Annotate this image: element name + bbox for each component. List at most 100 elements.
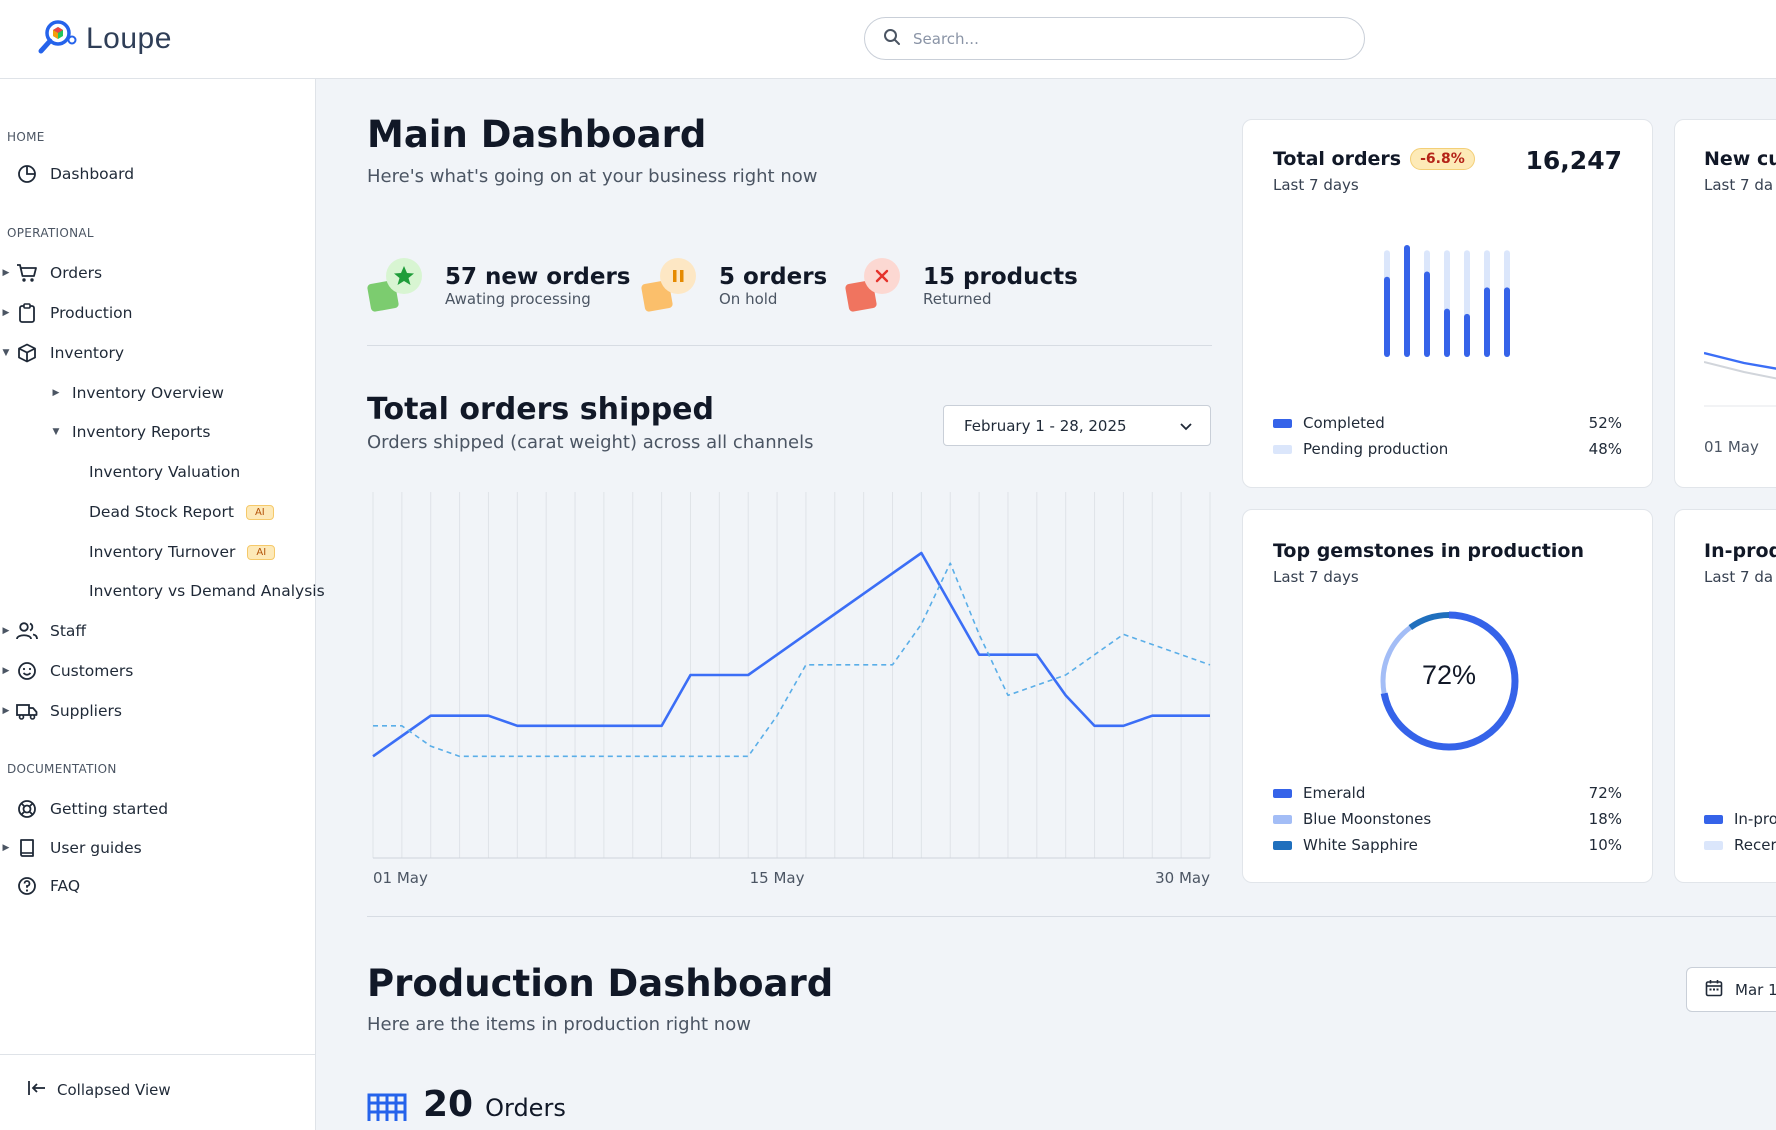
- sidebar-item-label: Inventory Overview: [72, 384, 224, 402]
- production-date-button[interactable]: Mar 1: [1686, 967, 1776, 1012]
- stat-label: On hold: [719, 290, 778, 308]
- sidebar-item-suppliers[interactable]: ▶ Suppliers: [0, 696, 122, 726]
- sidebar-footer: [0, 1054, 316, 1130]
- gemstones-donut-chart: [1379, 611, 1519, 751]
- collapsed-view-button[interactable]: Collapsed View: [27, 1080, 171, 1100]
- legend-item-recent: Recer: [1704, 836, 1776, 854]
- orders-label: Orders: [485, 1094, 566, 1122]
- stat-new-orders[interactable]: 57 new orders Awating processing: [367, 256, 630, 316]
- sidebar-item-label: FAQ: [50, 877, 81, 895]
- legend-label: Pending production: [1303, 440, 1449, 458]
- search-box[interactable]: [864, 17, 1365, 60]
- change-badge: -6.8%: [1410, 148, 1475, 170]
- sidebar-item-label: Inventory Reports: [72, 423, 211, 441]
- date-range-value: February 1 - 28, 2025: [964, 416, 1127, 435]
- date-range-select[interactable]: February 1 - 28, 2025: [943, 405, 1211, 446]
- card-title: Total orders: [1273, 148, 1402, 170]
- app-logo[interactable]: Loupe: [36, 18, 172, 60]
- sidebar-item-label: Getting started: [50, 800, 169, 818]
- card-title: Top gemstones in production: [1273, 540, 1585, 562]
- caret-right-icon: ▶: [2, 268, 10, 278]
- card-title: New cu: [1704, 148, 1776, 170]
- chevron-down-icon: [1180, 417, 1192, 435]
- sidebar-item-label: Dashboard: [50, 165, 135, 183]
- sidebar-item-label: Production: [50, 304, 133, 322]
- sidebar-item-user-guides[interactable]: ▶ User guides: [0, 833, 142, 863]
- caret-right-icon: ▶: [52, 388, 60, 398]
- cart-icon: [16, 262, 38, 284]
- stat-on-hold[interactable]: 5 orders On hold: [641, 256, 827, 316]
- sidebar-item-label: Staff: [50, 622, 87, 640]
- series-line-1: [372, 551, 1210, 758]
- top-gemstones-card[interactable]: Top gemstones in production Last 7 days …: [1242, 509, 1653, 883]
- ai-badge: AI: [247, 544, 276, 560]
- orders-count: 20: [423, 1084, 474, 1125]
- total-orders-value: 16,247: [1525, 146, 1622, 175]
- stat-returned[interactable]: 15 products Returned: [845, 256, 1078, 316]
- sidebar-item-inventory[interactable]: ▼ Inventory: [0, 338, 124, 368]
- sidebar-item-label: Inventory Turnover: [89, 543, 236, 561]
- sidebar-item-label: Inventory Valuation: [89, 463, 241, 481]
- calendar-icon: [1705, 979, 1723, 1001]
- sidebar-item-inventory-valuation[interactable]: Inventory Valuation: [89, 457, 240, 487]
- total-orders-card[interactable]: Total orders -6.8% 16,247 Last 7 days Co…: [1242, 119, 1653, 488]
- sidebar-item-label: Suppliers: [50, 702, 122, 720]
- legend-label: Emerald: [1303, 784, 1366, 802]
- smiley-icon: [16, 660, 38, 682]
- in-production-card[interactable]: In-prod Last 7 da In-pro Recer: [1674, 509, 1776, 883]
- caret-right-icon: ▶: [2, 706, 10, 716]
- legend-item-white-sapphire: White Sapphire 10%: [1273, 836, 1622, 854]
- truck-icon: [16, 700, 38, 722]
- page-subtitle: Here's what's going on at your business …: [367, 166, 818, 187]
- caret-down-icon: ▼: [52, 427, 60, 437]
- shipped-chart-subtitle: Orders shipped (carat weight) across all…: [367, 432, 814, 453]
- legend-swatch: [1273, 840, 1292, 850]
- lifebuoy-icon: [16, 798, 38, 820]
- sidebar-item-inventory-vs-demand[interactable]: Inventory vs Demand Analysis: [89, 576, 325, 606]
- section-label-operational: OPERATIONAL: [7, 226, 94, 240]
- legend-label: Recer: [1734, 836, 1776, 854]
- sidebar-item-inventory-turnover[interactable]: Inventory Turnover AI: [89, 537, 276, 567]
- sidebar-item-staff[interactable]: ▶ Staff: [0, 616, 87, 646]
- legend-item-blue-moonstones: Blue Moonstones 18%: [1273, 810, 1622, 828]
- card-title: In-prod: [1704, 540, 1776, 562]
- question-circle-icon: [16, 875, 38, 897]
- pause-icon: [641, 256, 701, 316]
- sidebar-item-dead-stock-report[interactable]: Dead Stock Report AI: [89, 497, 274, 527]
- legend-label: Completed: [1303, 414, 1385, 432]
- box-icon: [16, 342, 38, 364]
- section-divider: [367, 916, 1776, 917]
- sidebar-item-orders[interactable]: ▶ Orders: [0, 258, 103, 288]
- sidebar-item-inventory-reports[interactable]: ▼ Inventory Reports: [50, 417, 211, 447]
- legend-swatch: [1273, 418, 1292, 428]
- sidebar-item-customers[interactable]: ▶ Customers: [0, 656, 134, 686]
- legend-swatch: [1273, 788, 1292, 798]
- legend-pct: 10%: [1588, 836, 1622, 854]
- sidebar-item-production[interactable]: ▶ Production: [0, 298, 132, 328]
- clipboard-icon: [16, 302, 38, 324]
- sidebar: HOME Dashboard OPERATIONAL ▶ Orders ▶ Pr…: [0, 79, 325, 1130]
- sidebar-item-faq[interactable]: FAQ: [0, 871, 80, 901]
- sidebar-item-label: Customers: [50, 662, 134, 680]
- production-date-label: Mar 1: [1735, 980, 1776, 999]
- stat-label: Returned: [923, 290, 992, 308]
- card-period: Last 7 days: [1273, 176, 1359, 194]
- legend-label: White Sapphire: [1303, 836, 1418, 854]
- legend-pct: 18%: [1588, 810, 1622, 828]
- sidebar-item-inventory-overview[interactable]: ▶ Inventory Overview: [50, 378, 224, 408]
- caret-right-icon: ▶: [2, 666, 10, 676]
- new-customers-card[interactable]: New cu Last 7 da 01 May: [1674, 119, 1776, 488]
- card-period: Last 7 days: [1273, 568, 1359, 586]
- legend-swatch: [1704, 840, 1723, 850]
- donut-segment-white-sapphire: [1380, 612, 1518, 750]
- search-input[interactable]: [913, 29, 1333, 48]
- section-label-documentation: DOCUMENTATION: [7, 762, 117, 776]
- page-title: Main Dashboard: [367, 113, 707, 156]
- sidebar-item-dashboard[interactable]: Dashboard: [0, 159, 134, 189]
- series-line-2: [373, 562, 1211, 758]
- card-period: Last 7 da: [1704, 176, 1774, 194]
- production-subtitle: Here are the items in production right n…: [367, 1014, 751, 1035]
- sidebar-item-getting-started[interactable]: Getting started: [0, 794, 168, 824]
- loupe-logo-icon: [36, 18, 78, 60]
- stat-label: Awating processing: [445, 290, 591, 308]
